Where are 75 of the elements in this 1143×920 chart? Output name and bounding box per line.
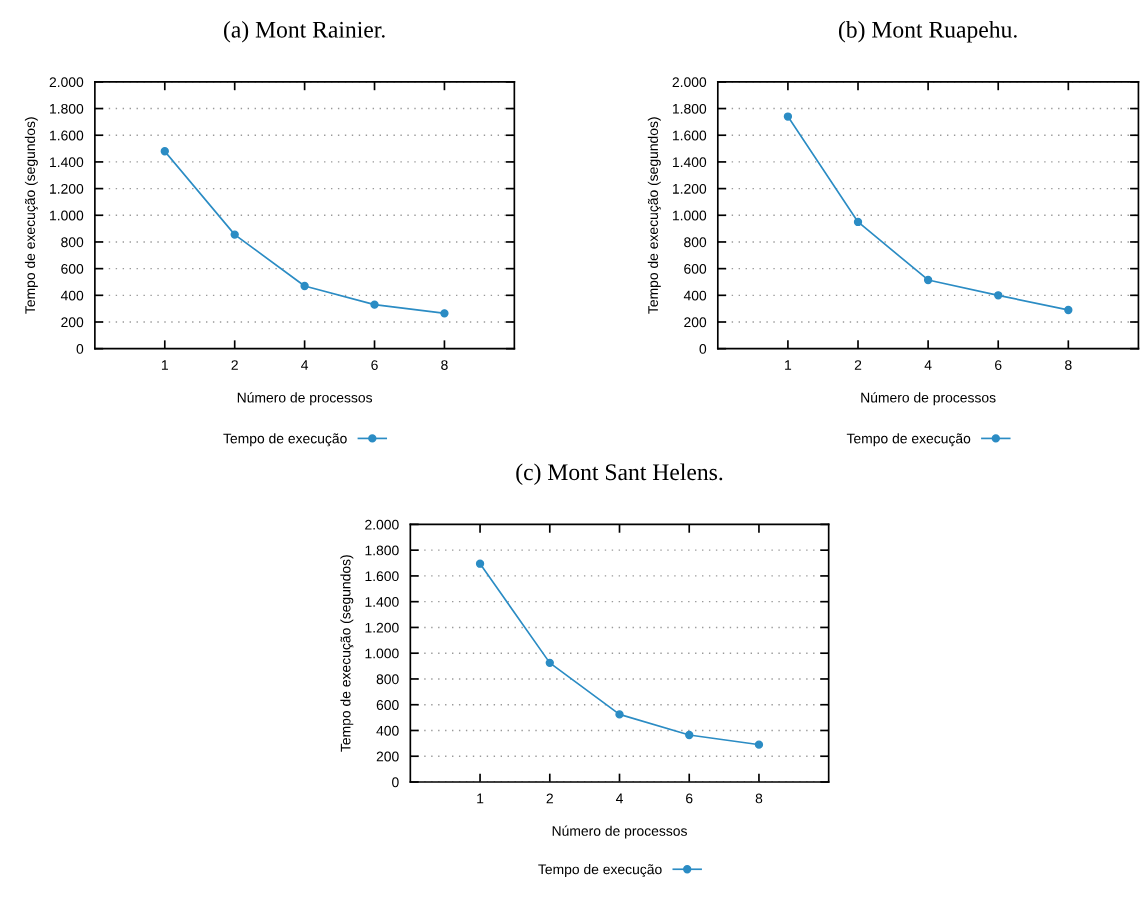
- y-tick-label: 2.000: [672, 77, 707, 88]
- y-tick-label: 1.200: [50, 183, 84, 194]
- x-tick-label: 1: [161, 360, 168, 370]
- chart-title: (c) Mont Sant Helens.: [516, 463, 723, 485]
- point: [300, 281, 309, 291]
- y-axis-title: Tempo de execução (segundos): [24, 117, 38, 314]
- y-tick-label: 1.000: [673, 210, 707, 221]
- y-tick-label: 1.400: [673, 157, 707, 168]
- x-tick-label: 6: [995, 360, 1002, 370]
- point: [440, 309, 449, 318]
- y-tick-label: 400: [376, 725, 399, 736]
- x-tick-label: 4: [301, 360, 309, 370]
- legend-label: Tempo de execução: [538, 864, 662, 878]
- y-tick-label: 1.800: [50, 103, 84, 114]
- x-tick-label: 2: [231, 360, 238, 370]
- y-tick-label: 1.800: [365, 545, 399, 556]
- y-tick-label: 200: [376, 751, 399, 762]
- point: [685, 730, 694, 740]
- y-tick-label: 1.600: [673, 130, 707, 141]
- y-tick-label: 200: [61, 317, 84, 328]
- x-tick-label: 8: [755, 793, 763, 804]
- point: [545, 658, 554, 668]
- y-tick-label: 1.400: [365, 597, 399, 607]
- point: [783, 112, 793, 121]
- y-tick-label: 400: [683, 290, 707, 301]
- y-tick-label: 1.800: [673, 103, 707, 114]
- y-axis-title: Tempo de execução (segundos): [340, 555, 354, 752]
- y-tick-label: 1.000: [365, 648, 399, 659]
- y-tick-label: 800: [376, 674, 399, 685]
- y-tick-label: 0: [699, 344, 707, 354]
- y-tick-label: 2.000: [49, 77, 84, 88]
- y-tick-label: 400: [60, 290, 84, 301]
- x-tick-label: 8: [1065, 360, 1072, 370]
- x-axis-title: Número de processos: [861, 392, 996, 406]
- point: [230, 230, 239, 239]
- x-tick-label: 4: [615, 793, 623, 804]
- y-tick-label: 2.000: [365, 519, 399, 530]
- x-tick-label: 6: [371, 360, 378, 370]
- chart-title: (b) Mont Ruapehu.: [838, 21, 1017, 43]
- y-tick-label: 1.200: [673, 183, 707, 194]
- point: [615, 710, 624, 719]
- y-tick-label: 800: [684, 237, 707, 248]
- point: [754, 740, 764, 749]
- y-tick-label: 200: [684, 317, 707, 328]
- y-tick-label: 1.200: [365, 622, 399, 633]
- y-tick-label: 600: [376, 700, 399, 710]
- point: [475, 559, 485, 568]
- chart-title: (a) Mont Rainier.: [224, 21, 385, 43]
- point: [853, 217, 863, 227]
- x-axis-title: Número de processos: [552, 825, 687, 839]
- x-tick-label: 6: [686, 793, 693, 804]
- point: [1064, 305, 1073, 315]
- y-tick-label: 1.400: [50, 157, 84, 168]
- y-tick-label: 1.600: [50, 130, 84, 141]
- legend-label: Tempo de execução: [846, 433, 971, 447]
- x-tick-label: 2: [546, 793, 553, 804]
- y-tick-label: 0: [76, 344, 84, 354]
- y-axis-title: Tempo de execução (segundos): [647, 117, 661, 314]
- y-tick-label: 600: [61, 263, 84, 274]
- point: [923, 275, 933, 285]
- y-tick-label: 1.600: [365, 571, 399, 582]
- y-tick-label: 1.000: [50, 210, 84, 221]
- x-tick-label: 1: [477, 793, 484, 804]
- legend-label: Tempo de execução: [223, 433, 347, 447]
- x-axis-title: Número de processos: [237, 392, 373, 406]
- x-tick-label: 4: [924, 360, 932, 370]
- y-tick-label: 600: [684, 263, 707, 274]
- point: [370, 300, 379, 309]
- x-tick-label: 1: [785, 360, 792, 370]
- y-tick-label: 0: [392, 777, 399, 788]
- x-tick-label: 8: [441, 360, 448, 370]
- y-tick-label: 800: [61, 237, 84, 248]
- point: [160, 147, 169, 156]
- x-tick-label: 2: [854, 360, 862, 370]
- point: [994, 291, 1003, 300]
